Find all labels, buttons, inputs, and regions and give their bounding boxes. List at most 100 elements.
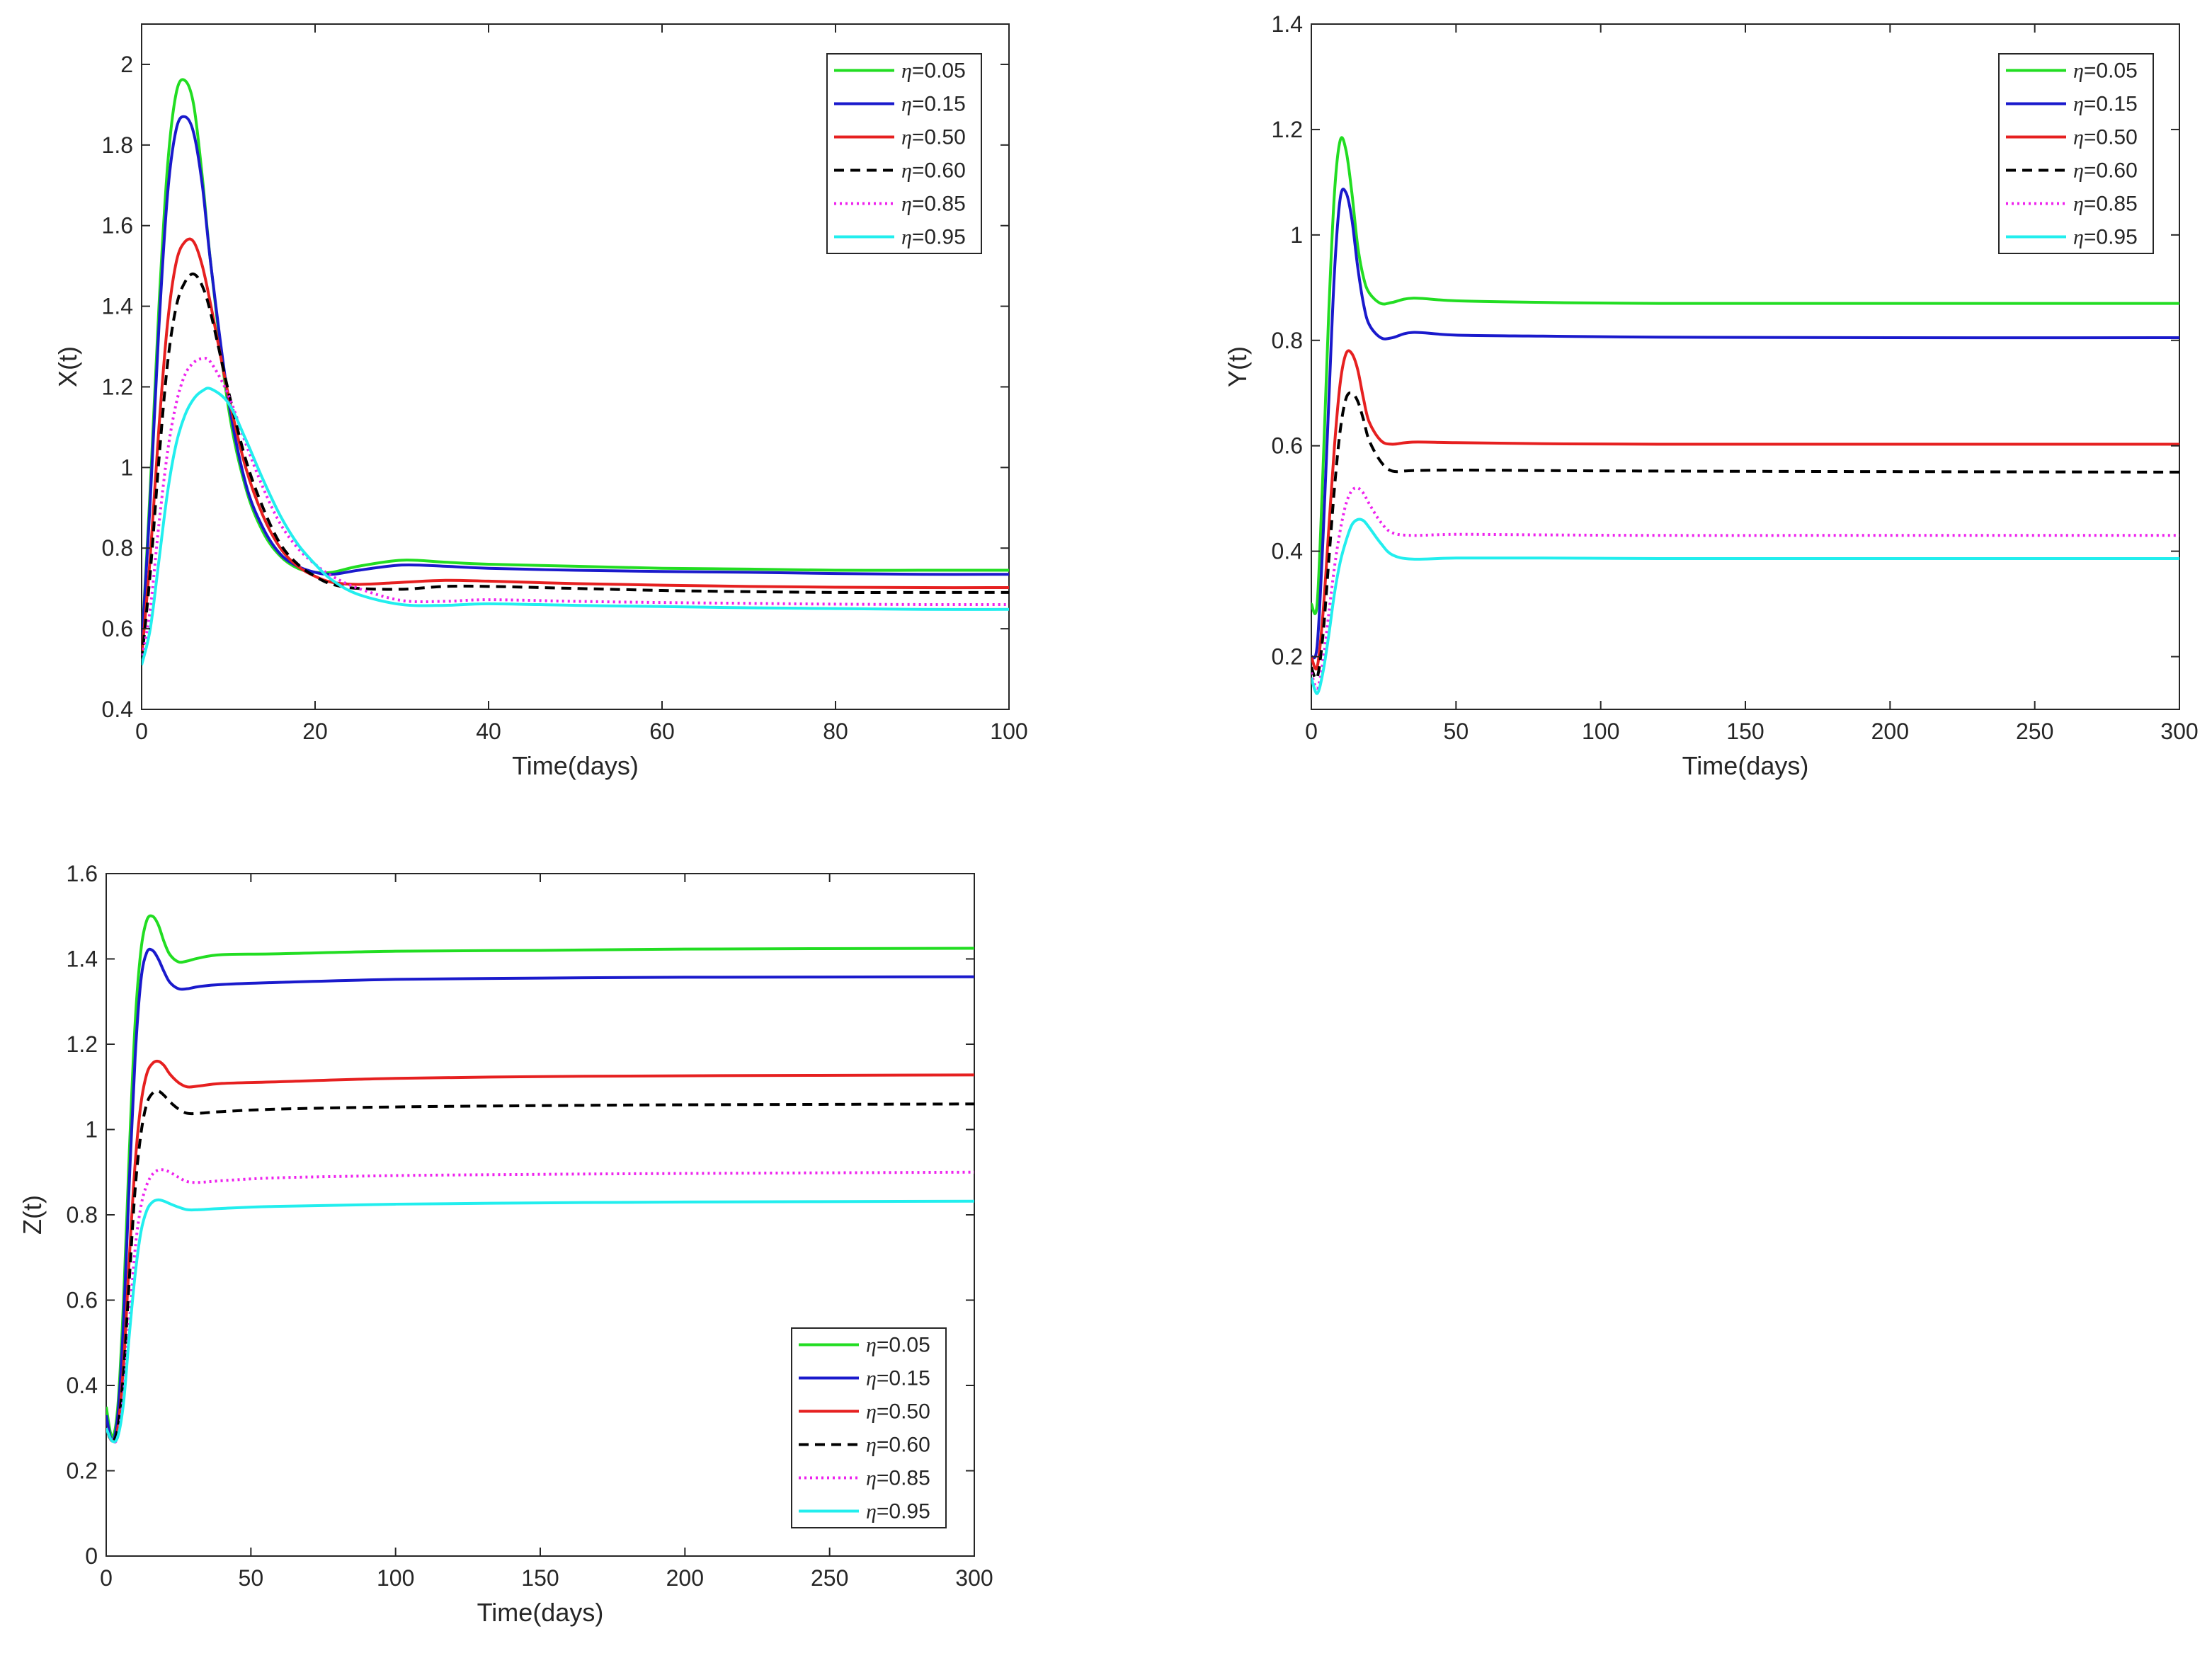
legend-eta-symbol: η [866,1367,877,1390]
y-tick-label: 1.6 [102,213,133,239]
legend-eta-value: =0.95 [2084,226,2138,249]
legend-eta-value: =0.50 [912,126,966,149]
legend-eta-symbol: η [866,1500,877,1523]
legend-eta-value: =0.05 [877,1334,930,1357]
x-tick-label: 150 [1726,719,1764,744]
legend-eta-symbol: η [901,226,912,249]
series-line-eta-0.15 [142,115,1009,649]
series-line-eta-0.60 [1311,391,2179,680]
legend-box [1998,53,2154,254]
legend-entry-eta-0.95: η=0.95 [2073,226,2138,249]
legend: η=0.05η=0.15η=0.50η=0.60η=0.85η=0.95 [826,53,982,254]
y-tick-label: 1.2 [102,374,133,399]
y-tick-label: 1 [85,1117,98,1143]
legend: η=0.05η=0.15η=0.50η=0.60η=0.85η=0.95 [1998,53,2154,254]
y-tick-label: 0.6 [1272,433,1303,459]
legend-eta-symbol: η [2073,193,2084,216]
legend-box [826,53,982,254]
legend-entry-eta-0.50: η=0.50 [2073,126,2138,149]
x-tick-label: 100 [1582,719,1619,744]
x-tick-label: 50 [1444,719,1469,744]
legend-eta-symbol: η [866,1434,877,1457]
legend-eta-value: =0.15 [2084,93,2138,116]
y-panel: 0 50 100 150 200 250 300 0.2 0.4 0.6 0.8 1 1.2 1.4 Tim… [1223,11,2199,780]
legend-eta-value: =0.50 [877,1400,930,1424]
legend-eta-symbol: η [2073,159,2084,183]
x-axis-label: Time(days) [512,751,639,780]
legend-entry-eta-0.95: η=0.95 [866,1500,930,1523]
legend-eta-symbol: η [901,193,912,216]
x-tick-label: 250 [2016,719,2053,744]
legend-eta-value: =0.15 [877,1367,930,1390]
series-line-eta-0.50 [1311,349,2179,670]
legend-eta-symbol: η [866,1467,877,1490]
x-tick-label: 100 [377,1565,414,1591]
z-panel: 0 50 100 150 200 250 300 0 0.2 0.4 0.6 0.8 1 1.2 1.4 1.… [18,861,993,1627]
legend-eta-value: =0.05 [2084,59,2138,83]
series-line-eta-0.95 [1311,518,2179,695]
series-line-eta-0.05 [142,78,1009,649]
legend-entry-eta-0.60: η=0.60 [2073,159,2138,183]
legend-eta-symbol: η [2073,59,2084,83]
x-panel: 0 20 40 60 80 100 0.4 0.6 0.8 1 1.2 1.4 1.6 1.8 2 Time(… [53,23,1028,780]
y-tick-label: 1.2 [67,1031,98,1057]
y-tick-label: 0.4 [1272,539,1303,564]
y-axis-label: Z(t) [18,1195,47,1235]
legend-box [791,1327,947,1528]
legend-eta-symbol: η [866,1400,877,1424]
y-tick-label: 2 [120,52,133,77]
legend-eta-symbol: η [2073,126,2084,149]
x-tick-label: 300 [2160,719,2198,744]
y-tick-label: 1 [1290,222,1303,248]
x-tick-label: 300 [955,1565,993,1591]
legend-eta-symbol: η [901,93,912,116]
series-group [1311,136,2179,695]
series-line-eta-0.15 [106,947,974,1443]
x-tick-label: 80 [823,719,848,744]
legend-eta-symbol: η [901,126,912,149]
y-tick-label: 1.2 [1272,117,1303,142]
y-tick-label: 1.6 [67,861,98,886]
series-line-eta-0.60 [106,1090,974,1443]
y-tick-label: 1.4 [1272,11,1303,37]
series-line-eta-0.05 [1311,136,2179,615]
y-tick-label: 0.2 [1272,644,1303,670]
legend-entry-eta-0.05: η=0.05 [866,1334,930,1357]
y-tick-label: 1.4 [102,294,133,319]
x-tick-label: 20 [302,719,328,744]
legend-entry-eta-0.05: η=0.05 [2073,59,2138,83]
legend-eta-value: =0.60 [912,159,966,183]
y-tick-label: 0.4 [67,1373,98,1398]
x-tick-label: 40 [476,719,501,744]
series-line-eta-0.60 [142,272,1009,661]
y-axis-label: X(t) [53,346,82,387]
legend-eta-value: =0.60 [877,1434,930,1457]
x-tick-label: 150 [521,1565,559,1591]
series-line-eta-0.95 [106,1198,974,1443]
legend: η=0.05η=0.15η=0.50η=0.60η=0.85η=0.95 [791,1327,947,1528]
legend-eta-value: =0.60 [2084,159,2138,183]
legend-eta-symbol: η [901,159,912,183]
series-line-eta-0.95 [142,387,1009,665]
legend-eta-symbol: η [901,59,912,83]
y-tick-label: 1.8 [102,132,133,158]
legend-entry-eta-0.05: η=0.05 [901,59,966,83]
y-tick-label: 0.8 [102,535,133,561]
legend-entry-eta-0.60: η=0.60 [901,159,966,183]
x-tick-label: 200 [666,1565,704,1591]
y-tick-label: 0 [85,1543,98,1569]
legend-entry-eta-0.85: η=0.85 [2073,193,2138,216]
legend-eta-value: =0.85 [877,1467,930,1490]
series-line-eta-0.15 [1311,188,2179,660]
legend-entry-eta-0.50: η=0.50 [866,1400,930,1424]
y-tick-label: 1.4 [67,947,98,972]
x-tick-label: 60 [649,719,675,744]
x-tick-label: 100 [990,719,1027,744]
series-line-eta-0.50 [106,1059,974,1443]
legend-entry-eta-0.15: η=0.15 [901,93,966,116]
series-group [142,78,1009,665]
x-tick-label: 0 [135,719,148,744]
legend-eta-symbol: η [866,1334,877,1357]
y-tick-label: 0.4 [102,697,133,722]
